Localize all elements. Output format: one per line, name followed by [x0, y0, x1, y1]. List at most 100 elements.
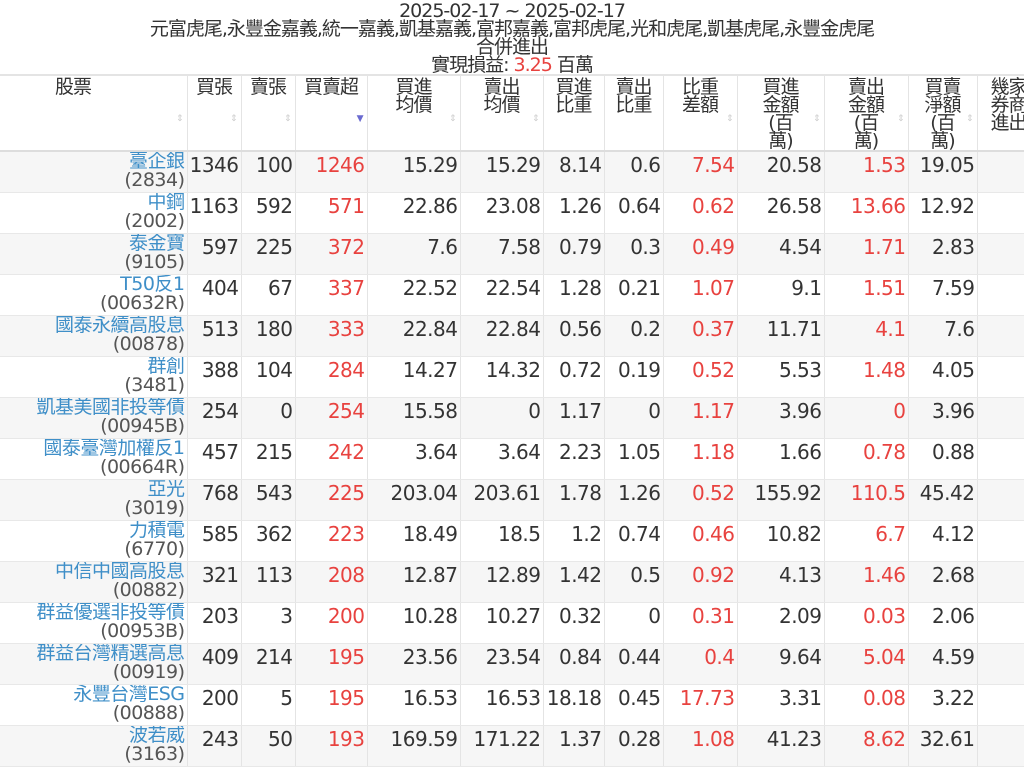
table-row: 凱基美國非投等債 (00945B) 254 0 254 15.58 0 1.17 0 1.17 3.…	[0, 397, 1024, 439]
value-cell: 592	[241, 192, 296, 234]
value-cell: 1163	[187, 192, 242, 234]
value-cell: 1.2	[543, 520, 605, 562]
stock-name-link[interactable]: 群益台灣精選高息	[36, 643, 185, 664]
value-cell: 50	[241, 725, 296, 767]
value-cell: 8	[977, 602, 1024, 644]
value-cell: 0.31	[663, 602, 738, 644]
stock-name-link[interactable]: 凱基美國非投等債	[36, 397, 185, 418]
value-cell: 7.58	[460, 233, 544, 275]
value-cell: 409	[187, 643, 242, 685]
value-cell: 18.5	[460, 520, 544, 562]
pnl-label: 實現損益:	[431, 54, 509, 76]
value-cell: 5	[241, 684, 296, 726]
column-header[interactable]: 買進金額(百萬) ⇕	[737, 76, 825, 152]
stock-name-link[interactable]: 泰金寶	[128, 233, 185, 254]
stock-code: (6770)	[124, 537, 185, 560]
stock-name-link[interactable]: 亞光	[147, 479, 185, 500]
column-header[interactable]: 幾家券商進出	[977, 76, 1024, 152]
value-cell: 571	[295, 192, 368, 234]
value-cell: 0.3	[604, 233, 664, 275]
value-cell: 1.37	[543, 725, 605, 767]
value-cell: 203.04	[367, 479, 461, 521]
stock-name-link[interactable]: 中鋼	[147, 192, 185, 213]
table-row: 波若威 (3163) 243 50 193 169.59 171.22 1.37 0.28 1.0…	[0, 725, 1024, 767]
sort-icon[interactable]: ⇕	[896, 114, 904, 124]
value-cell: 0.28	[604, 725, 664, 767]
value-cell: 0	[824, 397, 909, 439]
stock-name-link[interactable]: 永豐台灣ESG	[73, 684, 185, 705]
column-header[interactable]: 比重差額 ⇕	[663, 76, 738, 152]
value-cell: 3.96	[737, 397, 825, 439]
value-cell: 104	[241, 356, 296, 398]
stock-name-link[interactable]: T50反1	[120, 274, 185, 295]
column-header[interactable]: 賣出金額(百萬) ⇕	[824, 76, 909, 152]
value-cell: 22.84	[460, 315, 544, 357]
value-cell: 195	[295, 643, 368, 685]
sort-icon[interactable]: ⇕	[725, 114, 733, 124]
stock-code: (00882)	[112, 578, 185, 601]
value-cell: 0.37	[663, 315, 738, 357]
column-header[interactable]: 賣出比重	[604, 76, 664, 152]
value-cell: 0.78	[824, 438, 909, 480]
value-cell: 0.84	[543, 643, 605, 685]
value-cell: 113	[241, 561, 296, 603]
table-row: 國泰臺灣加權反1 (00664R) 457 215 242 3.64 3.64 2.23 1.0…	[0, 438, 1024, 480]
realized-pnl: 實現損益: 3.25 百萬	[0, 54, 1024, 76]
value-cell: 7.6	[908, 315, 978, 357]
value-cell: 5.53	[737, 356, 825, 398]
column-header[interactable]: 買進比重	[543, 76, 605, 152]
value-cell: 100	[241, 151, 296, 193]
value-cell: 1.26	[604, 479, 664, 521]
stock-name-link[interactable]: 群創	[147, 356, 185, 377]
column-header[interactable]: 股票 ⇕	[0, 76, 188, 152]
value-cell: 1.53	[824, 151, 909, 193]
sort-icon[interactable]: ⇕	[812, 114, 820, 124]
stock-name-link[interactable]: 力積電	[128, 520, 185, 541]
sort-icon[interactable]: ⇕	[283, 114, 291, 124]
stock-name-link[interactable]: 波若威	[128, 725, 185, 746]
sort-icon[interactable]: ⇕	[448, 114, 456, 124]
sort-icon[interactable]: ⇕	[531, 114, 539, 124]
value-cell: 200	[187, 684, 242, 726]
column-label: 股票	[55, 76, 92, 98]
stock-cell: 國泰臺灣加權反1 (00664R)	[0, 438, 188, 480]
stock-name-link[interactable]: 國泰臺灣加權反1	[43, 438, 185, 459]
value-cell: 1346	[187, 151, 242, 193]
column-label: 買進比重	[555, 76, 592, 116]
value-cell: 5.04	[824, 643, 909, 685]
sort-icon[interactable]: ⇕	[175, 114, 183, 124]
value-cell: 10.27	[460, 602, 544, 644]
value-cell: 0.74	[604, 520, 664, 562]
pnl-value: 3.25	[513, 54, 553, 76]
sort-icon[interactable]: ▼	[356, 114, 364, 124]
value-cell: 18.49	[367, 520, 461, 562]
value-cell: 543	[241, 479, 296, 521]
column-header[interactable]: 買賣超 ▼	[295, 76, 368, 152]
column-header[interactable]: 買張 ⇕	[187, 76, 242, 152]
column-header[interactable]: 買進均價 ⇕	[367, 76, 461, 152]
value-cell: 457	[187, 438, 242, 480]
value-cell: 23.56	[367, 643, 461, 685]
value-cell: 1.18	[663, 438, 738, 480]
column-header[interactable]: 賣張 ⇕	[241, 76, 296, 152]
value-cell: 22.84	[367, 315, 461, 357]
stock-cell: 群益優選非投等債 (00953B)	[0, 602, 188, 644]
stock-name-link[interactable]: 臺企銀	[128, 151, 185, 172]
column-header[interactable]: 賣出均價 ⇕	[460, 76, 544, 152]
stock-name-link[interactable]: 國泰永續高股息	[54, 315, 185, 336]
stock-code: (2002)	[124, 209, 185, 232]
column-header[interactable]: 買賣淨額(百萬) ⇕	[908, 76, 978, 152]
stock-name-link[interactable]: 群益優選非投等債	[36, 602, 185, 623]
sort-icon[interactable]: ⇕	[229, 114, 237, 124]
column-label: 幾家券商進出	[990, 76, 1024, 134]
column-label: 買進均價	[395, 76, 432, 116]
value-cell: 0.56	[543, 315, 605, 357]
column-label: 賣出金額(百萬)	[847, 76, 885, 152]
sort-icon[interactable]: ⇕	[965, 114, 973, 124]
column-label: 買賣淨額(百萬)	[924, 76, 961, 152]
value-cell: 8	[977, 151, 1024, 193]
value-cell: 12.89	[460, 561, 544, 603]
column-label: 賣張	[249, 76, 287, 98]
stock-cell: 泰金寶 (9105)	[0, 233, 188, 275]
stock-name-link[interactable]: 中信中國高股息	[54, 561, 185, 582]
